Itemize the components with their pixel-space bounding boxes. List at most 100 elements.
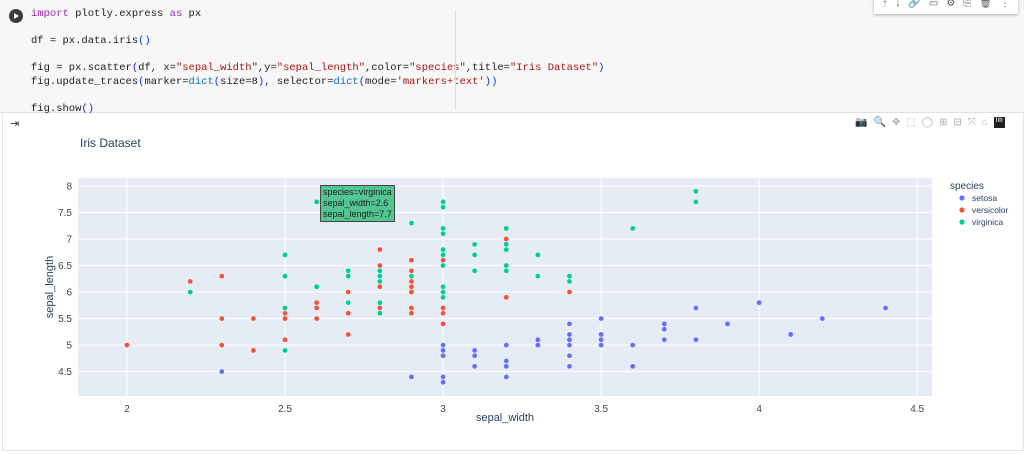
run-cell-button[interactable] xyxy=(9,9,23,23)
data-point-setosa xyxy=(219,368,225,375)
legend-marker-virginica xyxy=(959,219,965,225)
output-actions-icon[interactable]: ⇥ xyxy=(10,118,20,130)
data-point-setosa xyxy=(440,352,446,359)
data-point-setosa xyxy=(882,305,889,311)
code-editor[interactable]: import plotly.express as px df = px.data.… xyxy=(26,4,1016,115)
data-point-versicolor xyxy=(250,315,257,322)
code-token: "sepal_width" xyxy=(175,62,258,74)
data-point-setosa xyxy=(408,374,415,380)
code-token: fig.update_traces xyxy=(31,75,139,88)
camera-icon[interactable]: 📷 xyxy=(855,117,868,128)
data-point-virginica xyxy=(440,262,446,269)
data-point-virginica xyxy=(408,273,415,279)
ruler-line xyxy=(455,10,456,110)
data-point-versicolor xyxy=(503,294,510,301)
x-axis-title: sepal_width xyxy=(476,412,534,424)
mirror-icon[interactable]: ⎘ xyxy=(963,0,972,9)
move-down-icon[interactable]: ↓ xyxy=(895,0,901,9)
code-token: ( xyxy=(131,62,139,74)
data-point-virginica xyxy=(282,305,288,311)
plotly-logo-icon[interactable]: lılı xyxy=(993,117,1005,128)
zoom-in-icon[interactable]: ⊞ xyxy=(938,117,948,128)
data-point-virginica xyxy=(345,273,352,279)
data-point-virginica xyxy=(282,273,288,279)
data-point-setosa xyxy=(598,315,604,322)
chart-title: Iris Dataset xyxy=(80,136,141,150)
data-point-virginica xyxy=(471,268,478,274)
data-point-virginica xyxy=(313,283,320,290)
code-line: import plotly.express as px xyxy=(31,8,1011,22)
hover-tooltip: species=virginica sepal_width=2.6 sepal_… xyxy=(320,185,395,222)
x-tick-label: 3 xyxy=(440,404,446,415)
data-point-versicolor xyxy=(566,289,573,295)
code-token: plotly.express xyxy=(68,8,170,20)
autoscale-icon[interactable]: ⤧ xyxy=(967,117,976,128)
y-tick-label: 7 xyxy=(66,234,72,245)
lasso-icon[interactable]: ◯ xyxy=(921,117,933,128)
data-point-virginica xyxy=(503,268,510,274)
y-tick-label: 5 xyxy=(66,341,72,352)
code-line: df = px.data.iris() xyxy=(31,35,1011,49)
y-tick-label: 5.5 xyxy=(58,314,72,325)
data-point-setosa xyxy=(661,326,668,332)
code-token: ) xyxy=(257,75,265,88)
data-point-versicolor xyxy=(408,310,415,317)
data-point-versicolor xyxy=(503,236,510,242)
pan-icon[interactable]: ✥ xyxy=(891,117,901,128)
data-point-virginica xyxy=(440,294,446,301)
x-tick-label: 3.5 xyxy=(594,404,608,415)
code-token: import xyxy=(31,8,69,20)
link-icon[interactable]: 🔗 xyxy=(908,0,921,9)
data-point-setosa xyxy=(661,336,668,343)
data-point-setosa xyxy=(471,347,478,354)
data-point-virginica xyxy=(503,241,510,248)
code-token: dict xyxy=(333,75,359,88)
zoom-out-icon[interactable]: ⊟ xyxy=(953,117,962,128)
code-token: ( xyxy=(213,75,221,88)
settings-icon[interactable]: ⚙ xyxy=(946,0,956,9)
data-point-virginica xyxy=(535,273,541,279)
data-point-virginica xyxy=(313,199,320,205)
box-select-icon[interactable]: ⬚ xyxy=(906,117,916,128)
data-point-virginica xyxy=(440,230,446,237)
data-point-setosa xyxy=(566,331,573,338)
data-point-versicolor xyxy=(408,289,415,295)
data-point-setosa xyxy=(598,342,604,348)
delete-icon[interactable]: 🗑 xyxy=(979,0,992,9)
code-token: ,y= xyxy=(257,62,277,74)
data-point-virginica xyxy=(377,299,383,306)
data-point-virginica xyxy=(566,273,573,279)
data-point-versicolor xyxy=(408,257,415,264)
code-cell[interactable]: import plotly.express as px df = px.data.… xyxy=(0,0,1024,115)
data-point-virginica xyxy=(282,347,288,354)
data-point-virginica xyxy=(440,204,446,210)
data-point-virginica xyxy=(440,289,446,295)
move-up-icon[interactable]: ↑ xyxy=(882,0,888,9)
data-point-virginica xyxy=(377,278,383,285)
data-point-virginica xyxy=(440,252,446,258)
comment-icon[interactable]: ▭ xyxy=(928,0,939,9)
more-icon[interactable]: ⋮ xyxy=(1000,0,1010,9)
legend-marker-setosa xyxy=(959,195,965,201)
data-point-virginica xyxy=(377,273,383,279)
data-point-setosa xyxy=(566,336,573,343)
code-token: px xyxy=(182,8,202,20)
data-point-setosa xyxy=(566,352,573,359)
data-point-virginica xyxy=(693,188,699,195)
data-point-virginica xyxy=(440,199,446,205)
data-point-versicolor xyxy=(377,262,383,269)
code-token: as xyxy=(169,8,183,20)
data-point-versicolor xyxy=(313,305,320,311)
data-point-setosa xyxy=(503,374,510,380)
cell-toolbar: ↑ ↓ 🔗 ▭ ⚙ ⎘ 🗑 ⋮ xyxy=(874,0,1018,14)
code-token: df = px.data.iris xyxy=(31,35,139,47)
x-tick-label: 4 xyxy=(756,404,762,415)
code-line: fig.show() xyxy=(31,103,1011,117)
data-point-versicolor xyxy=(124,342,130,348)
data-point-versicolor xyxy=(408,268,415,274)
code-token: 'markers+text' xyxy=(396,75,485,88)
home-icon[interactable]: ⌂ xyxy=(981,117,988,128)
zoom-icon[interactable]: 🔍 xyxy=(873,117,886,128)
data-point-versicolor xyxy=(282,315,288,322)
data-point-setosa xyxy=(503,363,510,370)
